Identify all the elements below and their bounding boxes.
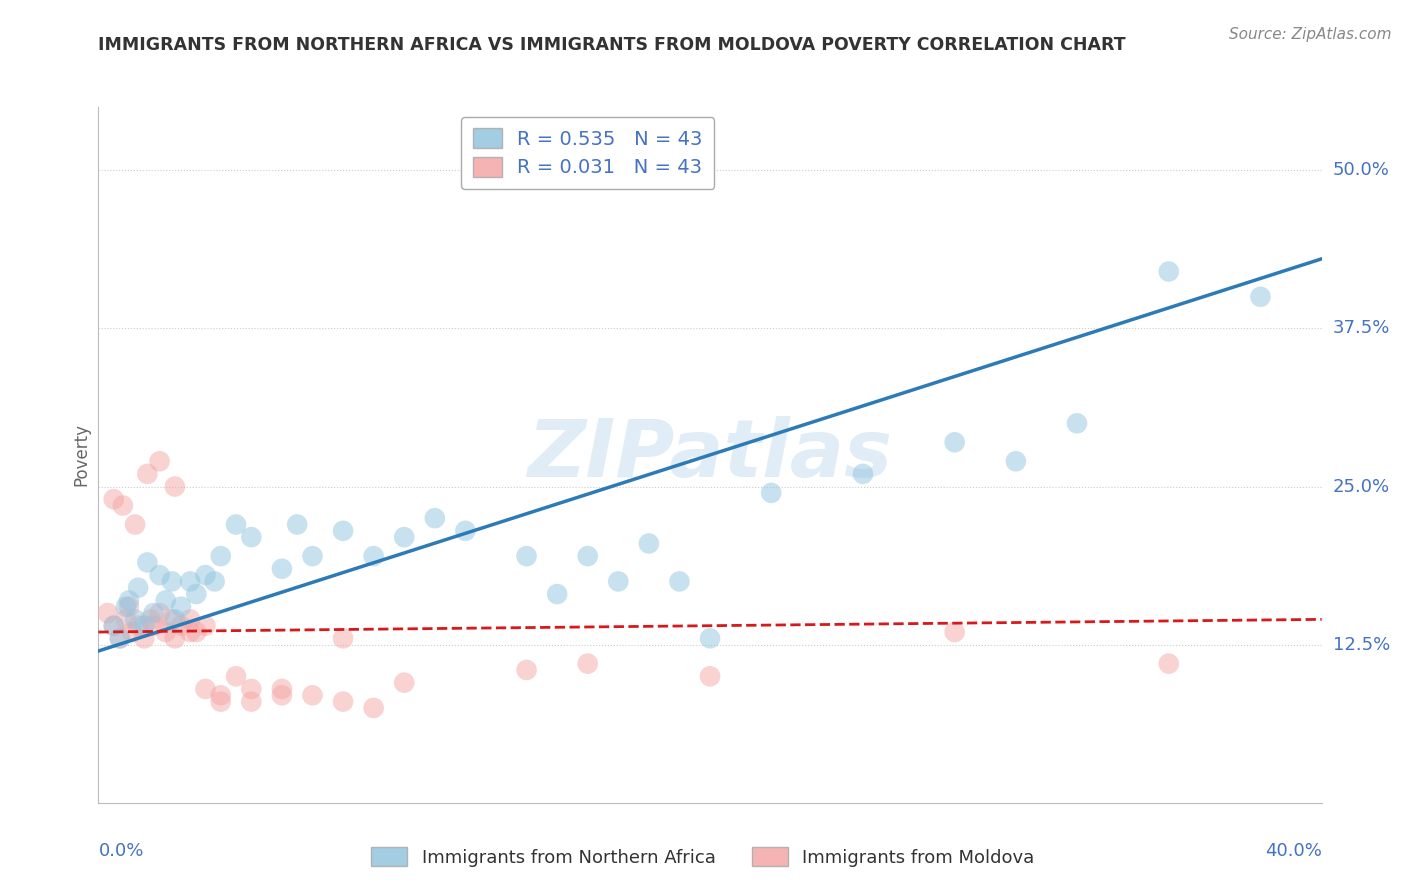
- Point: [332, 632, 354, 646]
- Point: [270, 681, 292, 696]
- Text: ZIPatlas: ZIPatlas: [527, 416, 893, 494]
- Point: [97, 606, 120, 620]
- Point: [332, 695, 354, 709]
- Point: [943, 435, 966, 450]
- Point: [103, 618, 125, 632]
- Point: [209, 549, 232, 563]
- Point: [115, 612, 138, 626]
- Point: [179, 612, 201, 626]
- Point: [142, 618, 165, 632]
- Point: [546, 587, 568, 601]
- Point: [155, 593, 177, 607]
- Point: [179, 625, 201, 640]
- Text: IMMIGRANTS FROM NORTHERN AFRICA VS IMMIGRANTS FROM MOLDOVA POVERTY CORRELATION C: IMMIGRANTS FROM NORTHERN AFRICA VS IMMIG…: [98, 36, 1126, 54]
- Point: [115, 599, 138, 614]
- Point: [576, 657, 599, 671]
- Point: [149, 606, 172, 620]
- Point: [759, 486, 782, 500]
- Point: [1004, 454, 1026, 468]
- Point: [136, 467, 159, 481]
- Point: [1157, 264, 1180, 278]
- Point: [163, 479, 186, 493]
- Point: [392, 675, 416, 690]
- Point: [134, 632, 156, 646]
- Point: [179, 574, 201, 589]
- Text: 25.0%: 25.0%: [1333, 477, 1391, 496]
- Text: 12.5%: 12.5%: [1333, 636, 1391, 654]
- Point: [134, 618, 156, 632]
- Point: [124, 517, 146, 532]
- Point: [270, 688, 292, 702]
- Point: [607, 574, 630, 589]
- Point: [225, 517, 247, 532]
- Text: 50.0%: 50.0%: [1333, 161, 1389, 179]
- Point: [240, 681, 263, 696]
- Point: [1249, 290, 1271, 304]
- Point: [194, 618, 217, 632]
- Point: [155, 625, 177, 640]
- Legend: Immigrants from Northern Africa, Immigrants from Moldova: Immigrants from Northern Africa, Immigra…: [364, 840, 1042, 874]
- Point: [699, 632, 721, 646]
- Point: [121, 625, 143, 640]
- Point: [127, 581, 149, 595]
- Point: [225, 669, 247, 683]
- Point: [699, 669, 721, 683]
- Point: [160, 574, 183, 589]
- Point: [163, 632, 186, 646]
- Point: [1157, 657, 1180, 671]
- Point: [363, 701, 385, 715]
- Text: 40.0%: 40.0%: [1265, 842, 1322, 860]
- Point: [209, 688, 232, 702]
- Point: [139, 612, 162, 626]
- Point: [170, 599, 193, 614]
- Point: [118, 599, 141, 614]
- Point: [111, 499, 134, 513]
- Point: [108, 632, 131, 646]
- Y-axis label: Poverty: Poverty: [72, 424, 90, 486]
- Point: [637, 536, 661, 550]
- Point: [392, 530, 416, 544]
- Point: [943, 625, 966, 640]
- Point: [301, 549, 323, 563]
- Point: [108, 632, 131, 646]
- Point: [852, 467, 875, 481]
- Point: [454, 524, 477, 538]
- Text: 0.0%: 0.0%: [98, 842, 143, 860]
- Point: [186, 625, 208, 640]
- Point: [285, 517, 308, 532]
- Point: [209, 695, 232, 709]
- Point: [240, 530, 263, 544]
- Point: [423, 511, 446, 525]
- Point: [576, 549, 599, 563]
- Point: [194, 568, 217, 582]
- Text: Source: ZipAtlas.com: Source: ZipAtlas.com: [1229, 27, 1392, 42]
- Point: [270, 562, 292, 576]
- Point: [142, 606, 165, 620]
- Legend: R = 0.535   N = 43, R = 0.031   N = 43: R = 0.535 N = 43, R = 0.031 N = 43: [461, 117, 714, 189]
- Point: [240, 695, 263, 709]
- Point: [149, 454, 172, 468]
- Point: [516, 549, 538, 563]
- Point: [668, 574, 690, 589]
- Point: [516, 663, 538, 677]
- Point: [301, 688, 323, 702]
- Point: [1066, 417, 1088, 431]
- Point: [170, 618, 193, 632]
- Point: [332, 524, 354, 538]
- Point: [124, 612, 146, 626]
- Point: [118, 593, 141, 607]
- Point: [160, 612, 183, 626]
- Point: [103, 618, 125, 632]
- Point: [363, 549, 385, 563]
- Point: [103, 492, 125, 507]
- Point: [149, 568, 172, 582]
- Text: 37.5%: 37.5%: [1333, 319, 1391, 337]
- Point: [127, 618, 149, 632]
- Point: [186, 587, 208, 601]
- Point: [163, 612, 186, 626]
- Point: [136, 556, 159, 570]
- Point: [194, 681, 217, 696]
- Point: [204, 574, 226, 589]
